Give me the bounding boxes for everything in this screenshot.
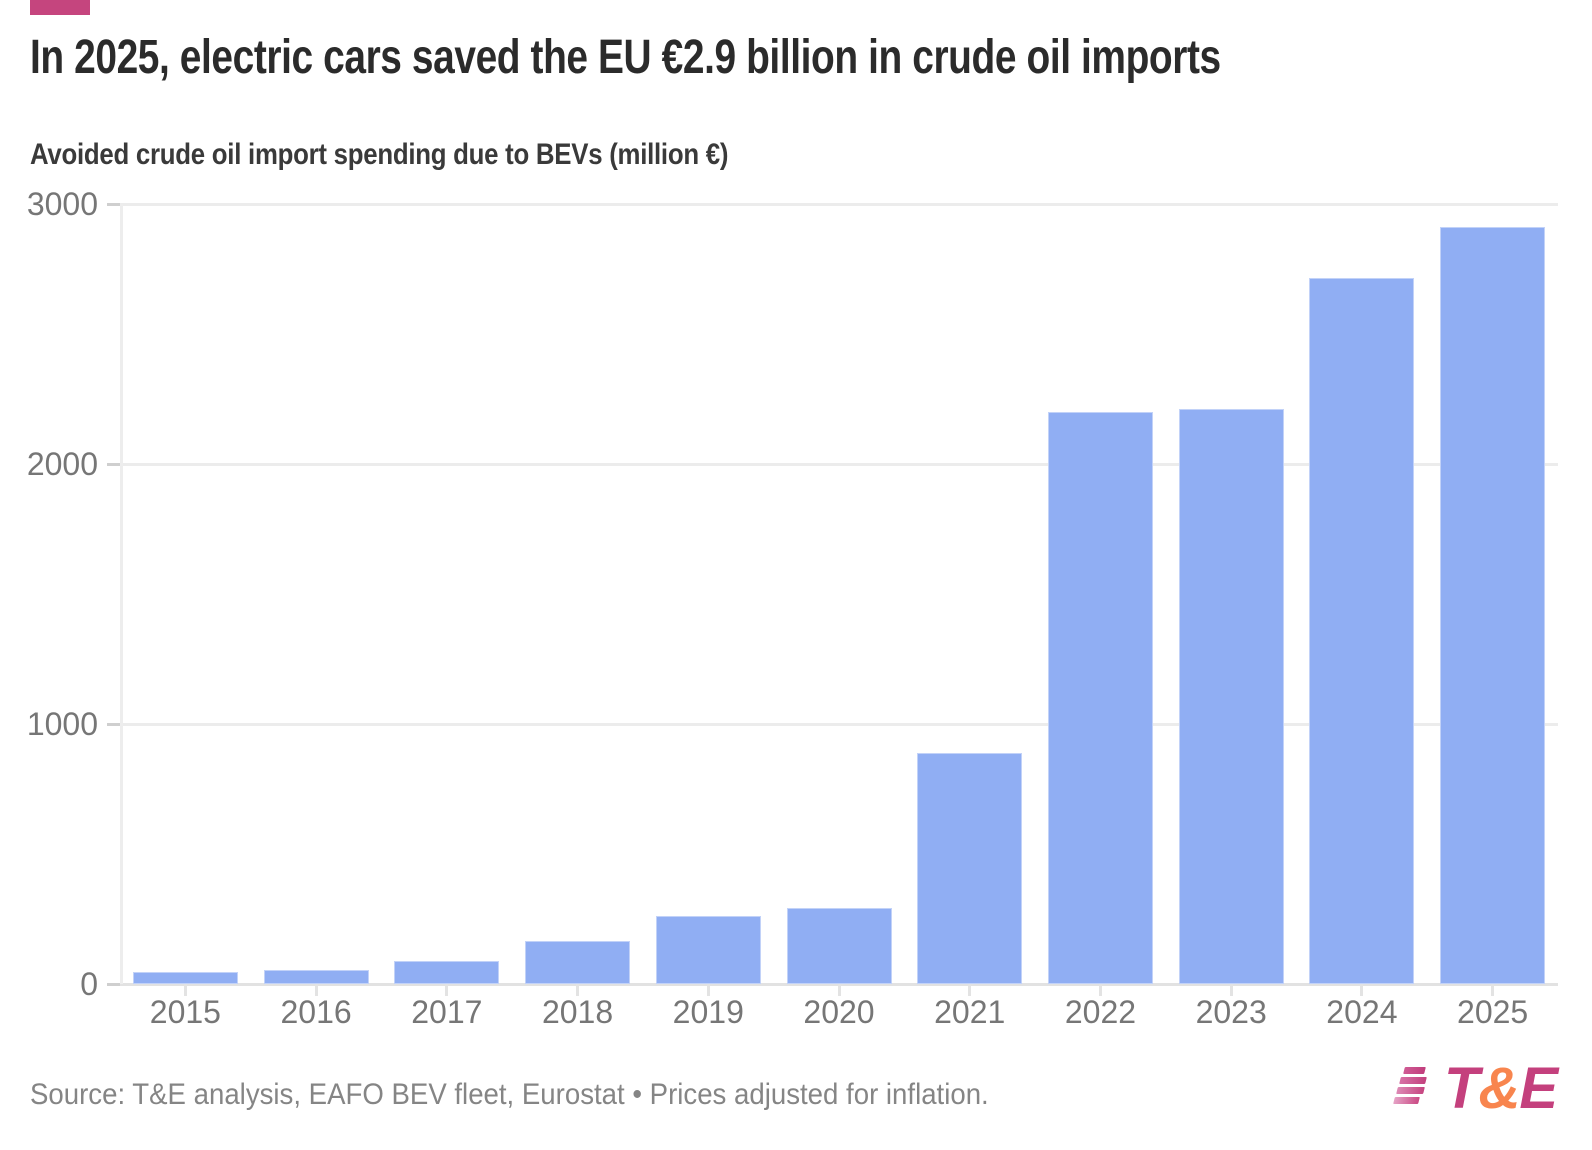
bar-2020 [786,908,892,984]
x-axis-tick-2021 [968,984,972,996]
y-axis-line [120,204,123,984]
x-axis-label-2021: 2021 [934,994,1006,1030]
bar-2016 [263,970,369,984]
x-axis-label-2017: 2017 [411,994,483,1030]
x-axis-tick-2015 [183,984,187,996]
source-note: Source: T&E analysis, EAFO BEV fleet, Eu… [30,1078,989,1111]
bar-2018 [525,941,631,984]
x-axis-label-2024: 2024 [1326,994,1398,1030]
bar-2023 [1178,409,1284,984]
te-logo-text: T&E [1444,1056,1558,1121]
te-logo-stripes-icon [1392,1067,1432,1107]
x-axis-label-2015: 2015 [149,994,221,1030]
gridline-1000 [120,723,1558,726]
x-axis-tick-2016 [314,984,318,996]
x-axis-tick-2017 [445,984,449,996]
y-axis-tick-0 [107,983,120,986]
x-axis-tick-2018 [576,984,580,996]
x-axis-label-2022: 2022 [1064,994,1137,1030]
x-axis-tick-2020 [837,984,841,996]
bar-2021 [917,752,1023,984]
x-axis-tick-2025 [1491,984,1495,996]
y-axis-label-1000: 1000 [26,706,98,742]
y-axis-label-0: 0 [80,966,98,1002]
bar-2025 [1440,227,1546,984]
chart-subtitle: Avoided crude oil import spending due to… [30,138,729,171]
y-axis-tick-2000 [107,463,120,466]
brand-accent-bar [30,0,90,15]
x-axis-label-2025: 2025 [1457,994,1529,1030]
x-axis-label-2019: 2019 [672,994,744,1030]
x-axis-tick-2023 [1229,984,1233,996]
bar-2019 [655,915,761,984]
y-axis-label-3000: 3000 [26,186,98,222]
x-axis-tick-2022 [1098,984,1102,996]
te-logo-letter-t: T [1444,1056,1479,1121]
chart-title: In 2025, electric cars saved the EU €2.9… [30,31,1221,84]
x-axis-tick-2019 [706,984,710,996]
te-logo-ampersand: & [1478,1056,1520,1121]
y-axis-label-2000: 2000 [26,446,98,482]
bar-2022 [1047,412,1153,984]
te-logo: T&E [1392,1058,1568,1128]
bar-2024 [1309,278,1415,984]
te-logo-letter-e: E [1519,1056,1558,1121]
gridline-3000 [120,203,1558,206]
x-axis-tick-2024 [1360,984,1364,996]
bar-2017 [394,961,500,984]
x-axis-label-2023: 2023 [1195,994,1267,1030]
x-axis-label-2018: 2018 [541,994,614,1030]
y-axis-tick-1000 [107,723,120,726]
bar-2015 [132,972,238,984]
x-axis-label-2016: 2016 [280,994,352,1030]
x-axis-label-2020: 2020 [803,994,875,1030]
y-axis-tick-3000 [107,203,120,206]
gridline-2000 [120,463,1558,466]
